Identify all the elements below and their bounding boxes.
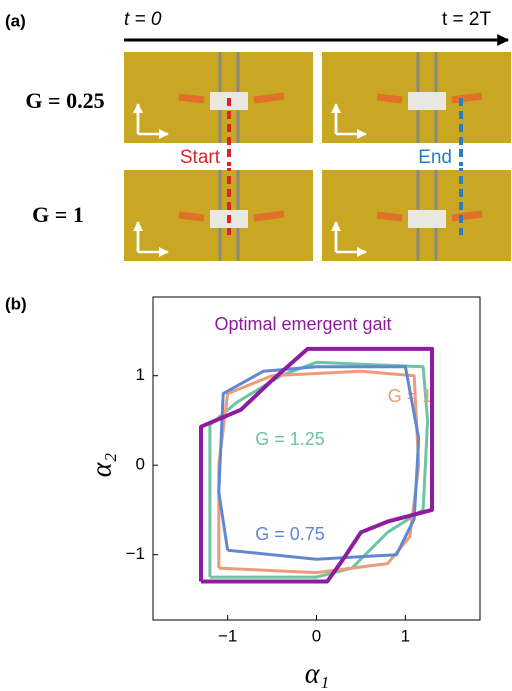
panel-label: (a) xyxy=(5,11,26,30)
photo xyxy=(322,52,511,143)
y-axis-label: α₂ xyxy=(86,453,117,478)
x-tick-label: −1 xyxy=(218,626,237,645)
row-label: G = 1 xyxy=(32,202,84,227)
end-label: End xyxy=(418,147,452,168)
series-label: G = 0.75 xyxy=(255,524,325,544)
series-line xyxy=(201,349,432,582)
time-start: t = 0 xyxy=(124,9,162,30)
row-label: G = 0.25 xyxy=(25,88,104,113)
series-label: Optimal emergent gait xyxy=(214,314,391,334)
photo xyxy=(124,170,313,261)
photo xyxy=(322,170,511,261)
y-tick-label: −1 xyxy=(126,544,145,563)
x-tick-label: 1 xyxy=(401,626,410,645)
figure: (a) t = 0 t = 2T Start End G = 0.25 G = … xyxy=(0,0,512,691)
panel-label: (b) xyxy=(5,294,27,313)
y-tick-label: 0 xyxy=(136,455,145,474)
x-axis-label: α₁ xyxy=(305,658,329,689)
x-tick-label: 0 xyxy=(312,626,321,645)
series-label: G = 1.25 xyxy=(255,429,325,449)
photo xyxy=(124,52,313,143)
y-tick-label: 1 xyxy=(136,365,145,384)
time-end: t = 2T xyxy=(442,9,491,30)
start-label: Start xyxy=(180,147,221,168)
panel-a: (a) t = 0 t = 2T Start End G = 0.25 G = … xyxy=(5,9,511,261)
